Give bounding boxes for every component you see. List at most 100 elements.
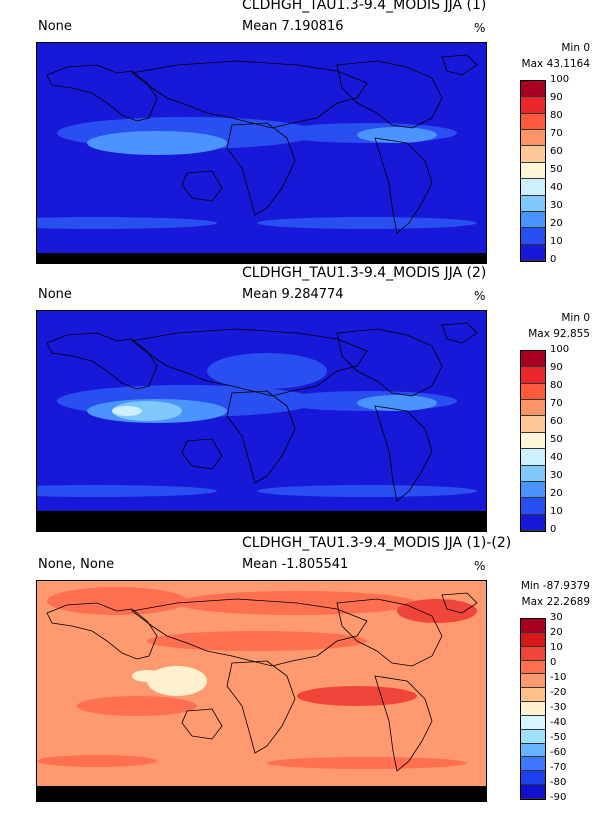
units-label: % [474, 21, 486, 35]
colorbar-swatch [521, 211, 545, 229]
colorbar-swatch [521, 619, 545, 633]
colorbar-swatch [521, 162, 545, 180]
colorbar-tick-label: -50 [550, 732, 567, 743]
case-label: None [38, 287, 72, 302]
colorbar-tick-label: 30 [550, 612, 563, 623]
colorbar-swatch [521, 729, 545, 744]
colorbar-swatch [521, 743, 545, 758]
mean-value: Mean 9.284774 [242, 287, 344, 302]
colorbar-tick-label: 80 [550, 110, 563, 121]
colorbar-tick-label: 90 [550, 92, 563, 103]
min-max: Min 0 Max 92.855 [528, 310, 590, 342]
colorbar-swatch [521, 179, 545, 196]
plot-title: CLDHGH_TAU1.3-9.4_MODIS JJA (1) [242, 0, 487, 13]
world-map [36, 310, 487, 532]
mean-value: Mean 7.190816 [242, 19, 344, 34]
world-map [36, 42, 487, 264]
min-max: Min 0 Max 43.1164 [522, 40, 590, 72]
colorbar-tick-label: 20 [550, 218, 563, 229]
colorbar-swatch [521, 146, 545, 163]
panel-3: CLDHGH_TAU1.3-9.4_MODIS JJA (1)-(2) None… [0, 535, 606, 808]
colorbar [520, 80, 546, 262]
colorbar-tick-label: -20 [550, 687, 567, 698]
case-label: None [38, 19, 72, 34]
colorbar-tick-label: 20 [550, 488, 563, 499]
colorbar-tick-label: 70 [550, 128, 563, 139]
colorbar-swatch [521, 244, 545, 261]
min-value: Min -87.9379 [520, 580, 590, 592]
colorbar-tick-label: 10 [550, 236, 563, 247]
colorbar [520, 350, 546, 532]
colorbar-tick-label: 80 [550, 380, 563, 391]
colorbar-tick-label: -90 [550, 792, 567, 803]
colorbar-tick-label: -10 [550, 672, 567, 683]
colorbar-swatch [521, 498, 545, 515]
colorbar-tick-label: -80 [550, 777, 567, 788]
colorbar-swatch [521, 97, 545, 114]
colorbar-swatch [521, 432, 545, 450]
colorbar-swatch [521, 757, 545, 772]
colorbar-swatch [521, 771, 545, 786]
colorbar-swatch [521, 130, 545, 147]
units-label: % [474, 559, 486, 573]
colorbar-swatch [521, 400, 545, 417]
colorbar-swatch [521, 465, 545, 482]
min-max: Min -87.9379 Max 22.2689 [521, 578, 590, 610]
colorbar-swatch [521, 367, 545, 384]
panel-1: CLDHGH_TAU1.3-9.4_MODIS JJA (1) None Mea… [0, 0, 606, 270]
colorbar-tick-label: 50 [550, 164, 563, 175]
colorbar-tick-label: 20 [550, 627, 563, 638]
world-map [36, 580, 487, 802]
colorbar-swatch [521, 416, 545, 433]
plot-title: CLDHGH_TAU1.3-9.4_MODIS JJA (2) [242, 265, 487, 281]
min-value: Min 0 [561, 312, 590, 324]
colorbar-tick-label: 60 [550, 146, 563, 157]
colorbar-swatch [521, 674, 545, 689]
colorbar-swatch [521, 632, 545, 647]
max-value: Max 43.1164 [521, 58, 590, 70]
colorbar-swatch [521, 785, 545, 799]
max-value: Max 92.855 [528, 328, 590, 340]
colorbar-swatch [521, 514, 545, 531]
colorbar-swatch [521, 715, 545, 730]
colorbar [520, 618, 546, 800]
colorbar-tick-label: 40 [550, 182, 563, 193]
colorbar-swatch [521, 383, 545, 401]
colorbar-swatch [521, 688, 545, 703]
colorbar-swatch [521, 481, 545, 499]
colorbar-swatch [521, 646, 545, 661]
plot-title: CLDHGH_TAU1.3-9.4_MODIS JJA (1)-(2) [242, 535, 512, 551]
colorbar-tick-label: 50 [550, 434, 563, 445]
panel-2: CLDHGH_TAU1.3-9.4_MODIS JJA (2) None Mea… [0, 265, 606, 538]
units-label: % [474, 289, 486, 303]
colorbar-tick-label: 10 [550, 506, 563, 517]
colorbar-tick-label: 90 [550, 362, 563, 373]
colorbar-tick-label: -70 [550, 762, 567, 773]
colorbar-swatch [521, 228, 545, 245]
colorbar-swatch [521, 351, 545, 368]
colorbar-tick-label: 60 [550, 416, 563, 427]
colorbar-tick-label: 40 [550, 452, 563, 463]
colorbar-swatch [521, 702, 545, 716]
colorbar-tick-label: -60 [550, 747, 567, 758]
colorbar-swatch [521, 449, 545, 466]
colorbar-tick-label: 100 [550, 74, 570, 85]
colorbar-tick-label: 10 [550, 642, 563, 653]
case-label: None, None [38, 557, 115, 572]
colorbar-tick-label: 30 [550, 470, 563, 481]
colorbar-tick-label: -30 [550, 702, 567, 713]
mean-value: Mean -1.805541 [242, 557, 349, 572]
colorbar-tick-label: 70 [550, 398, 563, 409]
colorbar-tick-label: -40 [550, 717, 567, 728]
max-value: Max 22.2689 [521, 596, 590, 608]
colorbar-swatch [521, 113, 545, 131]
colorbar-tick-label: 0 [550, 657, 557, 668]
colorbar-tick-label: 0 [550, 524, 557, 535]
colorbar-swatch [521, 195, 545, 212]
colorbar-tick-label: 0 [550, 254, 557, 265]
colorbar-swatch [521, 660, 545, 675]
colorbar-tick-label: 30 [550, 200, 563, 211]
min-value: Min 0 [561, 42, 590, 54]
colorbar-tick-label: 100 [550, 344, 570, 355]
colorbar-swatch [521, 81, 545, 98]
